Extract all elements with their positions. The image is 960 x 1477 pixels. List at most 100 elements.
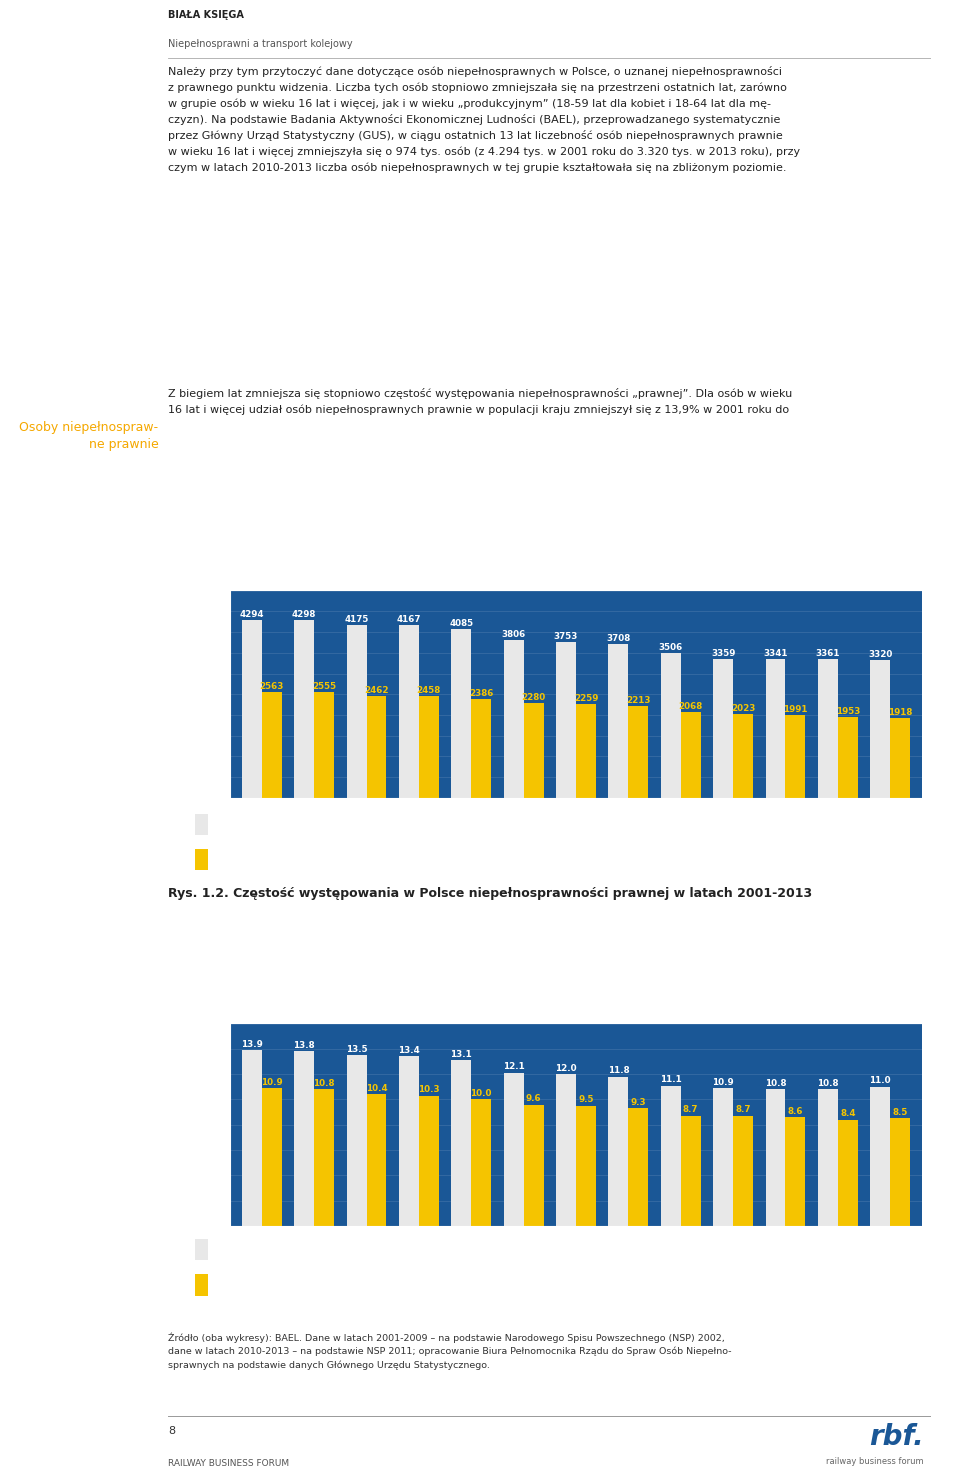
Text: 10.3: 10.3	[418, 1086, 440, 1094]
Text: 2563: 2563	[259, 681, 284, 691]
Bar	[399, 625, 419, 798]
Text: Osoby niepełnospraw-
ne prawnie: Osoby niepełnospraw- ne prawnie	[19, 421, 158, 450]
Text: 4298: 4298	[292, 610, 317, 619]
Text: 1953: 1953	[835, 707, 860, 716]
Bar	[871, 660, 890, 798]
Bar	[629, 1108, 648, 1226]
Bar	[523, 1105, 543, 1226]
Bar	[471, 1099, 492, 1226]
Text: Udział osób niepełnosprawnych do ogółu ludności w wieku 16 lat i więcej: Udział osób niepełnosprawnych do ogółu l…	[217, 1244, 598, 1255]
Text: 3806: 3806	[501, 631, 526, 640]
Bar	[765, 1090, 785, 1226]
Bar	[347, 625, 367, 798]
Text: 4175: 4175	[345, 614, 369, 623]
Text: 2555: 2555	[312, 682, 336, 691]
Bar	[660, 1086, 681, 1226]
Text: Udział osób niepełnosprawnych do ogółu ludności w wieku produkcyjnym: Udział osób niepełnosprawnych do ogółu l…	[217, 1279, 600, 1291]
Bar	[419, 696, 439, 798]
Text: 10.8: 10.8	[765, 1078, 786, 1087]
Bar	[367, 1094, 387, 1226]
Text: Źródło (oba wykresy): BAEL. Dane w latach 2001-2009 – na podstawie Narodowego Sp: Źródło (oba wykresy): BAEL. Dane w latac…	[168, 1332, 732, 1371]
Bar	[367, 696, 387, 798]
Text: 8.5: 8.5	[893, 1108, 908, 1117]
Text: 8: 8	[168, 1425, 175, 1436]
Bar	[629, 706, 648, 798]
Text: 8.4: 8.4	[840, 1109, 855, 1118]
Bar	[262, 691, 281, 798]
Bar	[419, 1096, 439, 1226]
Text: railway business forum: railway business forum	[826, 1456, 924, 1465]
Bar	[609, 644, 629, 798]
Bar	[733, 1117, 753, 1226]
Bar	[504, 640, 523, 798]
Bar	[504, 1072, 523, 1226]
Text: 11.8: 11.8	[608, 1066, 629, 1075]
Text: 13.9: 13.9	[241, 1040, 263, 1049]
Text: 9.3: 9.3	[631, 1097, 646, 1106]
Bar	[838, 1120, 857, 1226]
Text: 3753: 3753	[554, 632, 578, 641]
Text: 2213: 2213	[626, 696, 651, 705]
Bar	[195, 849, 208, 870]
Bar	[838, 716, 857, 798]
Text: 10.9: 10.9	[712, 1078, 734, 1087]
Text: 3359: 3359	[711, 648, 735, 657]
Bar	[733, 713, 753, 798]
Text: 8.7: 8.7	[683, 1105, 699, 1114]
Text: 12.0: 12.0	[555, 1063, 577, 1072]
Text: 4085: 4085	[449, 619, 473, 628]
Text: 2280: 2280	[521, 693, 545, 702]
Text: 10.8: 10.8	[313, 1078, 335, 1087]
Text: 4167: 4167	[396, 616, 421, 625]
Text: 2458: 2458	[417, 685, 441, 694]
Text: BIAŁA KSIĘGA: BIAŁA KSIĘGA	[168, 10, 244, 21]
Bar	[314, 691, 334, 798]
Bar	[262, 1089, 281, 1226]
Text: Rys. 1.2. Częstość występowania w Polsce niepełnosprawności prawnej w latach 200: Rys. 1.2. Częstość występowania w Polsce…	[168, 888, 812, 899]
Bar	[871, 1087, 890, 1226]
Bar	[451, 1060, 471, 1226]
Bar	[890, 1118, 910, 1226]
Text: 9.5: 9.5	[578, 1096, 593, 1105]
Text: 11.0: 11.0	[870, 1077, 891, 1086]
Bar	[609, 1077, 629, 1226]
Text: rbf.: rbf.	[869, 1424, 924, 1452]
Text: 13.8: 13.8	[294, 1041, 315, 1050]
Text: 8.6: 8.6	[787, 1106, 804, 1115]
Text: 2023: 2023	[731, 705, 756, 713]
Text: 3320: 3320	[868, 650, 893, 659]
Text: Osoby niepełnosprawne prawnie w wieku 16 lat i więcej: Osoby niepełnosprawne prawnie w wieku 16…	[217, 820, 509, 829]
Text: 3341: 3341	[763, 650, 788, 659]
Text: 10.8: 10.8	[817, 1078, 839, 1087]
Bar	[195, 1275, 208, 1295]
Bar	[818, 1090, 838, 1226]
Bar	[576, 1106, 596, 1226]
Bar	[713, 1089, 733, 1226]
Text: 13.1: 13.1	[450, 1050, 472, 1059]
Bar	[242, 1050, 262, 1226]
Text: Rys.1.1. Osoby niepełnosprawne prawnie w Polsce w latach 2001-2013: Rys.1.1. Osoby niepełnosprawne prawnie w…	[183, 486, 682, 499]
Text: 2259: 2259	[574, 694, 598, 703]
Bar	[785, 1117, 805, 1226]
Text: 4294: 4294	[240, 610, 264, 619]
Text: 8.7: 8.7	[735, 1105, 751, 1114]
Text: 10.4: 10.4	[366, 1084, 387, 1093]
Text: 2068: 2068	[679, 702, 703, 710]
Bar	[556, 1074, 576, 1226]
Text: 9.6: 9.6	[526, 1094, 541, 1103]
Text: 2386: 2386	[469, 688, 493, 697]
Text: 1991: 1991	[783, 705, 807, 715]
Text: 3506: 3506	[659, 642, 683, 651]
Bar	[314, 1090, 334, 1226]
Bar	[576, 705, 596, 798]
Bar	[451, 629, 471, 798]
Bar	[681, 1117, 701, 1226]
Bar	[242, 620, 262, 798]
Text: 10.9: 10.9	[261, 1078, 282, 1087]
Text: 3708: 3708	[607, 634, 631, 642]
Text: RAILWAY BUSINESS FORUM: RAILWAY BUSINESS FORUM	[168, 1459, 289, 1468]
Bar	[765, 659, 785, 798]
Bar	[295, 620, 314, 798]
Text: 1918: 1918	[888, 709, 912, 718]
Bar	[471, 699, 492, 798]
